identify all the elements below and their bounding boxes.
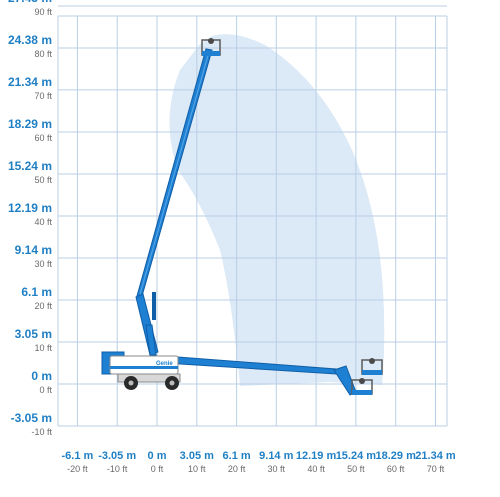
- operator-extended-low: [359, 378, 365, 384]
- y-tick-label-metric: 27.43 m: [2, 0, 52, 4]
- x-tick-label-imperial: 20 ft: [227, 464, 246, 474]
- front-hub: [128, 380, 134, 386]
- platform-upright-deck: [202, 51, 220, 56]
- x-tick-label-metric: 6.1 m: [222, 450, 251, 462]
- y-tick-label-imperial: 30 ft: [34, 259, 52, 270]
- y-tick-label-imperial: 20 ft: [34, 300, 52, 311]
- x-tick-label-imperial: 40 ft: [307, 464, 325, 474]
- y-tick-label-metric: 9.14 m: [14, 243, 52, 258]
- y-tick-label-imperial: 60 ft: [34, 132, 52, 143]
- y-tick-label-metric: 12.19 m: [7, 201, 52, 216]
- riser: [145, 324, 157, 356]
- x-tick-label-metric: -3.05 m: [98, 450, 137, 462]
- x-tick-label-imperial: -10 ft: [106, 464, 128, 474]
- cylinder: [152, 292, 156, 320]
- y-tick-label-metric: -3.05 m: [10, 411, 52, 426]
- brand-label: Genie: [156, 361, 173, 367]
- y-tick-label-imperial: 90 ft: [34, 7, 52, 17]
- rear-hub: [169, 380, 175, 386]
- x-tick-label-imperial: 10 ft: [188, 464, 206, 474]
- x-tick-label-metric: -6.1 m: [61, 450, 94, 462]
- platform-extended-low-deck: [352, 390, 372, 395]
- y-tick-label-metric: 24.38 m: [7, 33, 52, 48]
- working-envelope: [169, 34, 385, 387]
- x-tick-label-imperial: 0 ft: [150, 464, 164, 474]
- y-tick-label-metric: 0 m: [31, 369, 52, 383]
- x-tick-label-metric: 15.24 m: [335, 450, 377, 462]
- y-tick-label-imperial: 40 ft: [34, 217, 52, 228]
- y-tick-label-metric: 21.34 m: [7, 74, 52, 89]
- x-tick-label-metric: 18.29 m: [375, 450, 416, 462]
- y-tick-label-imperial: -10 ft: [31, 427, 52, 438]
- boom-assembly: [135, 38, 383, 396]
- y-tick-label-metric: 6.1 m: [21, 284, 52, 299]
- x-tick-label-imperial: -20 ft: [67, 464, 88, 474]
- x-tick-label-metric: 21.34 m: [415, 450, 456, 462]
- x-tick-label-imperial: 30 ft: [267, 464, 286, 474]
- chassis: Genie: [101, 351, 181, 390]
- y-tick-label-imperial: 0 ft: [39, 385, 52, 395]
- upper-boom-highlight: [139, 51, 210, 295]
- x-tick-label-imperial: 70 ft: [426, 464, 445, 474]
- y-tick-label-metric: 18.29 m: [7, 116, 52, 131]
- y-tick-label-imperial: 80 ft: [34, 49, 52, 60]
- y-tick-label-imperial: 10 ft: [34, 342, 52, 353]
- y-tick-label-imperial: 70 ft: [34, 90, 52, 101]
- operator-extended-top: [369, 358, 375, 364]
- x-tick-label-metric: 12.19 m: [295, 450, 337, 462]
- y-tick-label-imperial: 50 ft: [34, 174, 52, 185]
- platform-extended-top-deck: [362, 370, 382, 375]
- drive-base: [117, 373, 181, 383]
- turntable-stripe: [110, 366, 178, 369]
- y-tick-label-metric: 3.05 m: [14, 326, 52, 341]
- operator-upright: [208, 38, 214, 44]
- x-tick-label-metric: 0 m: [147, 450, 167, 462]
- x-tick-label-metric: 9.14 m: [259, 450, 294, 462]
- x-tick-label-imperial: 60 ft: [386, 464, 405, 474]
- x-tick-label-imperial: 50 ft: [347, 464, 365, 474]
- y-tick-label-metric: 15.24 m: [7, 158, 52, 173]
- x-tick-label-metric: 3.05 m: [179, 450, 214, 462]
